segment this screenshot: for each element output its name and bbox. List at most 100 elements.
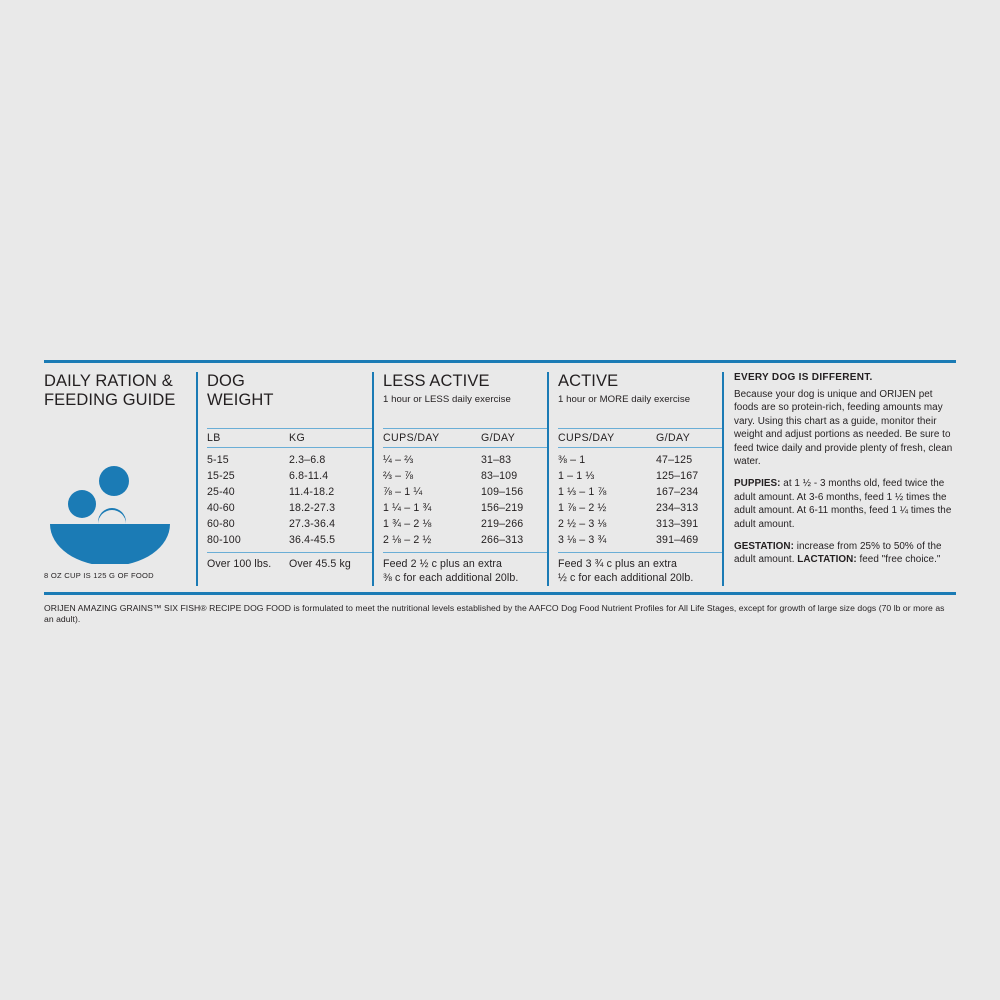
table-row: 1 – 1 ⅓ 125–167: [558, 468, 722, 484]
guide-body: DAILY RATION & FEEDING GUIDE 8 OZ CUP IS…: [44, 363, 956, 592]
cell-kg: 36.4-45.5: [289, 534, 336, 547]
table-row: 1 ¼ – 1 ¾ 156–219: [383, 500, 547, 516]
column-header-cups-per-day: CUPS/DAY: [383, 432, 440, 444]
cell-oversize-lb: Over 100 lbs.: [207, 557, 272, 570]
active-title: ACTIVE: [558, 372, 619, 390]
table-row: 5-15 2.3–6.8: [207, 452, 372, 468]
active-oversize-note-line-1: Feed 3 ¾ c plus an extra: [558, 557, 677, 570]
table-row: ⅔ – ⅞ 83–109: [383, 468, 547, 484]
cell-cups: 1 ¼ – 1 ¾: [383, 502, 432, 515]
column-header-grams-per-day: G/DAY: [481, 432, 516, 444]
less-active-oversize-note-line-1: Feed 2 ½ c plus an extra: [383, 557, 502, 570]
bowl-icon-wrap: [44, 452, 190, 564]
cell-cups: 1 ¾ – 2 ⅛: [383, 518, 432, 531]
less-active-rows: ¼ – ⅔ 31–83 ⅔ – ⅞ 83–109 ⅞ – 1 ¼ 109–156…: [383, 448, 547, 552]
cell-cups: 1 ⅓ – 1 ⅞: [558, 486, 607, 499]
cell-cups: 2 ½ – 3 ⅛: [558, 518, 607, 531]
dog-weight-title-line-2: WEIGHT: [207, 390, 274, 409]
cell-grams: 313–391: [656, 518, 699, 531]
table-row: 2 ⅛ – 2 ½ 266–313: [383, 532, 547, 548]
table-row: 1 ⅓ – 1 ⅞ 167–234: [558, 484, 722, 500]
dog-weight-title-line-1: DOG: [207, 372, 245, 390]
notes-gestation-paragraph: GESTATION: increase from 25% to 50% of t…: [734, 540, 956, 567]
aafco-footnote: ORIJEN AMAZING GRAINS™ SIX FISH® RECIPE …: [44, 602, 945, 625]
cell-kg: 11.4-18.2: [289, 486, 335, 499]
table-row: 25-40 11.4-18.2: [207, 484, 372, 500]
less-active-oversize-note-line-2: ⅜ c for each additional 20lb.: [383, 572, 519, 585]
less-active-subtitle: 1 hour or LESS daily exercise: [383, 393, 511, 405]
active-subtitle: 1 hour or MORE daily exercise: [558, 393, 691, 405]
less-active-subheader: CUPS/DAY G/DAY: [383, 428, 547, 448]
cup-conversion-note: 8 OZ CUP IS 125 G OF FOOD: [44, 571, 154, 580]
active-header: ACTIVE 1 hour or MORE daily exercise: [558, 372, 722, 428]
table-row: 1 ¾ – 2 ⅛ 219–266: [383, 516, 547, 532]
cell-kg: 18.2-27.3: [289, 502, 336, 515]
cell-lb: 60-80: [207, 518, 235, 531]
notes-heading: EVERY DOG IS DIFFERENT.: [734, 372, 873, 383]
table-row: 3 ⅛ – 3 ¾ 391–469: [558, 532, 722, 548]
active-subheader: CUPS/DAY G/DAY: [558, 428, 722, 448]
active-rows: ⅜ – 1 47–125 1 – 1 ⅓ 125–167 1 ⅓ – 1 ⅞ 1…: [558, 448, 722, 552]
lactation-text: feed "free choice.": [856, 554, 941, 566]
table-row: 40-60 18.2-27.3: [207, 500, 372, 516]
cell-grams: 125–167: [656, 470, 699, 483]
table-row: 80-100 36.4-45.5: [207, 532, 372, 548]
table-row: ⅜ – 1 47–125: [558, 452, 722, 468]
guide-title-block: DAILY RATION & FEEDING GUIDE: [44, 372, 190, 428]
cell-cups: 3 ⅛ – 3 ¾: [558, 534, 607, 547]
gestation-label: GESTATION:: [734, 541, 794, 553]
cell-lb: 15-25: [207, 470, 235, 483]
cell-cups: ⅔ – ⅞: [383, 470, 414, 483]
less-active-column: LESS ACTIVE 1 hour or LESS daily exercis…: [372, 372, 547, 586]
panel-top-rule: [44, 360, 956, 363]
column-header-grams-per-day: G/DAY: [656, 432, 691, 444]
lactation-label: LACTATION:: [797, 554, 857, 566]
dog-weight-title: DOG WEIGHT: [207, 372, 372, 410]
active-oversize-note-line-2: ½ c for each additional 20lb.: [558, 572, 694, 585]
table-row: 15-25 6.8-11.4: [207, 468, 372, 484]
dog-weight-header: DOG WEIGHT: [207, 372, 372, 428]
dog-weight-rows: 5-15 2.3–6.8 15-25 6.8-11.4 25-40 11.4-1…: [207, 448, 372, 552]
cell-grams: 167–234: [656, 486, 699, 499]
cell-cups: 2 ⅛ – 2 ½: [383, 534, 432, 547]
cell-cups: ⅞ – 1 ¼: [383, 486, 423, 499]
guide-title-line-2: FEEDING GUIDE: [44, 390, 176, 409]
puppies-label: PUPPIES:: [734, 478, 781, 490]
cell-grams: 219–266: [481, 518, 524, 531]
column-header-cups-per-day: CUPS/DAY: [558, 432, 615, 444]
cell-lb: 80-100: [207, 534, 241, 547]
column-header-lb: LB: [207, 432, 221, 444]
brand-column: DAILY RATION & FEEDING GUIDE 8 OZ CUP IS…: [44, 372, 196, 586]
cell-kg: 27.3-36.4: [289, 518, 336, 531]
cell-lb: 5-15: [207, 454, 229, 466]
cell-grams: 31–83: [481, 454, 512, 466]
table-row: 60-80 27.3-36.4: [207, 516, 372, 532]
less-active-oversize-note: Feed 2 ½ c plus an extra ⅜ c for each ad…: [383, 551, 547, 586]
table-row: 2 ½ – 3 ⅛ 313–391: [558, 516, 722, 532]
cell-grams: 156–219: [481, 502, 524, 515]
active-oversize-note: Feed 3 ¾ c plus an extra ½ c for each ad…: [558, 551, 722, 586]
cell-cups: 1 ⅞ – 2 ½: [558, 502, 607, 515]
table-row: ¼ – ⅔ 31–83: [383, 452, 547, 468]
column-header-kg: KG: [289, 432, 306, 444]
table-row: 1 ⅞ – 2 ½ 234–313: [558, 500, 722, 516]
notes-intro-paragraph: Because your dog is unique and ORIJEN pe…: [734, 389, 953, 468]
cell-kg: 6.8-11.4: [289, 470, 329, 483]
cell-lb: 40-60: [207, 502, 235, 515]
cell-oversize-kg: Over 45.5 kg: [289, 557, 351, 570]
cell-cups: ¼ – ⅔: [383, 454, 414, 466]
cell-grams: 83–109: [481, 470, 518, 483]
cell-grams: 266–313: [481, 534, 524, 547]
less-active-title: LESS ACTIVE: [383, 372, 490, 390]
gestation-text: increase from 25% to 50% of the adult am…: [734, 541, 942, 566]
puppies-text: at 1 ½ - 3 months old, feed twice the ad…: [734, 478, 952, 530]
dog-bowl-icon: [50, 466, 170, 564]
page-title: DAILY RATION & FEEDING GUIDE: [44, 372, 190, 410]
cell-cups: ⅜ – 1: [558, 454, 586, 466]
notes-puppies-paragraph: PUPPIES: at 1 ½ - 3 months old, feed twi…: [734, 477, 956, 531]
guide-title-line-1: DAILY RATION &: [44, 372, 173, 390]
cell-kg: 2.3–6.8: [289, 454, 326, 466]
active-column: ACTIVE 1 hour or MORE daily exercise CUP…: [547, 372, 722, 586]
cell-cups: 1 – 1 ⅓: [558, 470, 595, 483]
dog-weight-column: DOG WEIGHT LB KG 5-15 2.3–6.8 15-25 6.8-…: [196, 372, 372, 586]
